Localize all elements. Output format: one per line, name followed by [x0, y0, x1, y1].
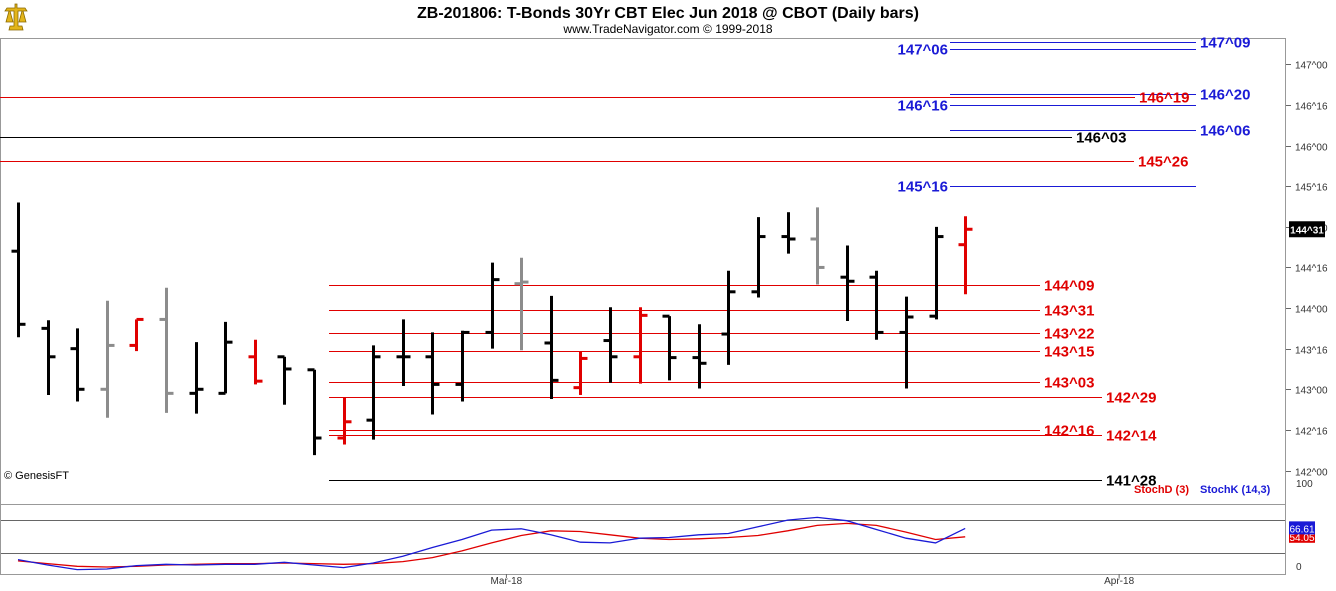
stoch-tick-label: 0 — [1296, 562, 1302, 573]
ohlc-bar — [396, 319, 411, 387]
level-label: 143^31 — [1044, 303, 1094, 320]
price-tick-label: 143^00 — [1295, 386, 1328, 397]
chart-title: ZB-201806: T-Bonds 30Yr CBT Elec Jun 201… — [417, 5, 919, 22]
ohlc-bar — [633, 307, 648, 384]
ohlc-bar — [929, 226, 944, 320]
ohlc-bar — [129, 317, 144, 352]
ohlc-bar — [337, 397, 352, 445]
ohlc-bar — [899, 296, 914, 389]
ohlc-bar — [485, 262, 500, 349]
price-tick-label: 146^00 — [1295, 143, 1328, 154]
ohlc-bar — [869, 270, 884, 340]
level-label: 147^09 — [1200, 35, 1250, 52]
ohlc-bar — [455, 330, 470, 402]
ohlc-bar — [277, 355, 292, 405]
ohlc-bar — [218, 321, 233, 395]
ohlc-bar — [425, 332, 440, 415]
level-label: 147^06 — [898, 42, 948, 59]
level-label: 146^06 — [1200, 123, 1250, 140]
ohlc-bar — [751, 217, 766, 298]
level-label: 143^03 — [1044, 375, 1094, 392]
ohlc-bar — [781, 212, 796, 254]
price-tick-label: 147^00 — [1295, 61, 1328, 72]
level-label: 145^26 — [1138, 154, 1188, 171]
level-label: 142^29 — [1106, 390, 1156, 407]
stochd-legend: StochD (3) — [1134, 484, 1189, 496]
stochd-value-label: 54.05 — [1289, 533, 1314, 544]
price-tick-label: 143^16 — [1295, 346, 1328, 357]
ohlc-bar — [692, 324, 707, 389]
ohlc-bar — [189, 342, 204, 414]
stochk-line — [17, 516, 966, 571]
price-bars — [11, 202, 973, 456]
price-tick-label: 142^16 — [1295, 427, 1328, 438]
ohlc-bar — [11, 202, 26, 338]
ohlc-bar — [514, 257, 529, 351]
level-label: 142^16 — [1044, 423, 1094, 440]
level-label: 146^03 — [1076, 130, 1126, 147]
ohlc-bar — [810, 207, 825, 285]
ohlc-bar — [41, 320, 56, 395]
scale-logo-icon — [4, 3, 28, 31]
genesis-copyright: © GenesisFT — [4, 470, 69, 482]
ohlc-bar — [662, 314, 677, 381]
ohlc-bar — [573, 351, 588, 395]
date-tick-label: Apr-18 — [1104, 576, 1134, 587]
ohlc-bar — [603, 307, 618, 383]
ohlc-bar — [840, 245, 855, 322]
stochk-value-label: 66.61 — [1289, 524, 1314, 535]
ohlc-bar — [248, 339, 263, 385]
last-price-label: 144^31 — [1290, 225, 1324, 236]
price-tick-label: 144^16 — [1295, 264, 1328, 275]
ohlc-bar — [958, 216, 973, 295]
level-label: 142^14 — [1106, 428, 1157, 445]
price-axis: 142^00 142^16 143^00 143^16 144^00 144^16 145^… — [1286, 61, 1328, 479]
level-label: 146^19 — [1139, 90, 1189, 107]
level-label: 143^22 — [1044, 326, 1094, 343]
date-axis: Mar-18 Apr-18 — [491, 574, 1135, 587]
price-tick-label: 144^00 — [1295, 305, 1328, 316]
ohlc-bar — [100, 300, 115, 418]
price-tick-label: 146^16 — [1295, 102, 1328, 113]
level-label: 146^16 — [898, 98, 948, 115]
ohlc-bar — [366, 345, 381, 440]
ohlc-bar — [721, 270, 736, 365]
last-price-box — [1289, 221, 1325, 238]
date-tick-label: Mar-18 — [491, 576, 523, 587]
level-label: 145^16 — [898, 179, 948, 196]
stochk-value-box — [1289, 521, 1315, 535]
price-tick-label: 142^00 — [1295, 468, 1328, 479]
support-resistance-levels: 147^09 147^06 146^20 146^19 146^16 146^06 146^… — [0, 35, 1250, 490]
ohlc-bar — [544, 295, 559, 400]
level-label: 141^28 — [1106, 473, 1156, 490]
price-tick-label: 145^16 — [1295, 183, 1328, 194]
ohlc-bar — [159, 287, 174, 413]
stochk-legend: StochK (14,3) — [1200, 484, 1271, 496]
ohlc-bar — [307, 368, 322, 456]
logo — [4, 3, 28, 31]
level-label: 143^15 — [1044, 344, 1094, 361]
ohlc-bar — [70, 328, 85, 402]
level-label: 144^09 — [1044, 278, 1094, 295]
stoch-tick-label: 100 — [1296, 479, 1313, 490]
level-label: 146^20 — [1200, 87, 1250, 104]
indicator-panel-frame — [0, 504, 1286, 575]
chart-subtitle: www.TradeNavigator.com © 1999-2018 — [562, 22, 772, 36]
